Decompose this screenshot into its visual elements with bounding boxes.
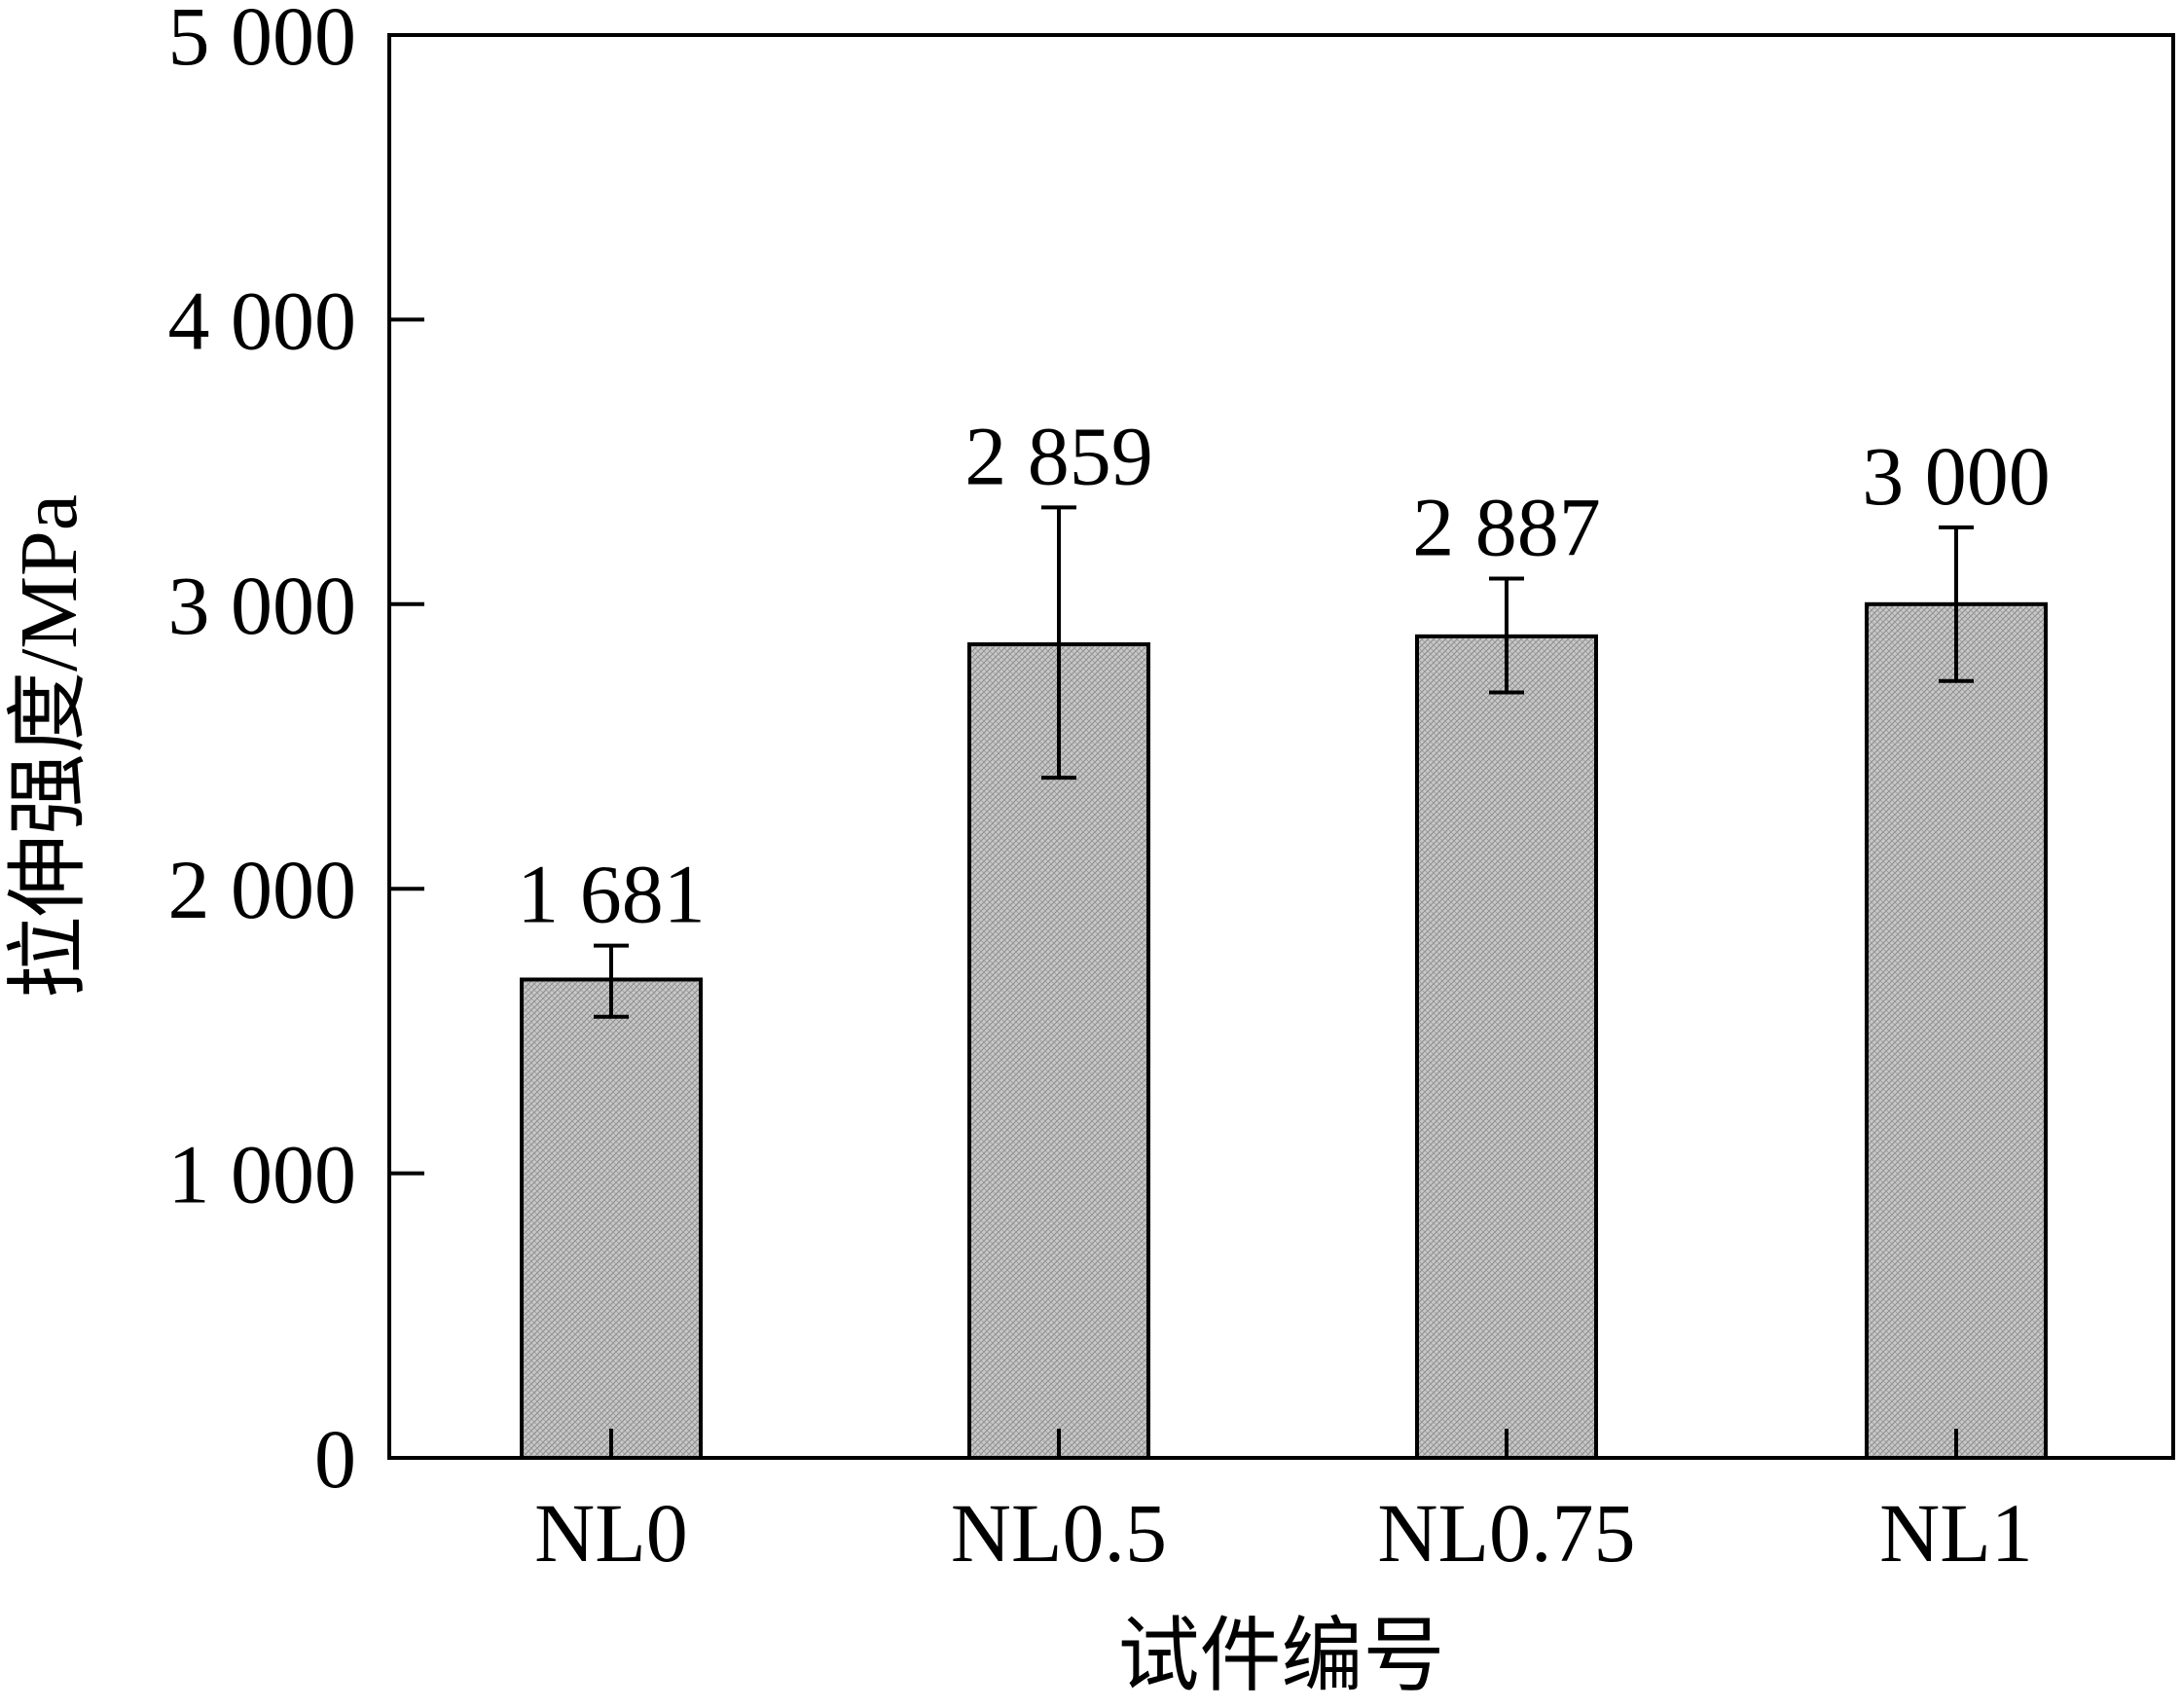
- y-tick-label: 3 000: [168, 559, 357, 652]
- y-axis-title: 拉伸强度/MPa: [4, 494, 94, 999]
- value-label: 3 000: [1862, 429, 2051, 523]
- error-bars-layer: [594, 505, 1974, 1019]
- value-labels: 1 681 2 859 2 887 3 000: [517, 409, 2051, 940]
- bar: [1865, 601, 2048, 1460]
- x-category-label: NL0: [534, 1486, 688, 1580]
- value-label: 1 681: [517, 848, 706, 941]
- x-axis-ticks: NL0 NL0.5 NL0.75 NL1: [534, 1429, 2033, 1580]
- y-tick-label: 5 000: [168, 0, 357, 83]
- bar: [520, 977, 703, 1460]
- y-axis-ticks: 0 1 000 2 000 3 000 4 000 5 000: [168, 0, 424, 1506]
- x-category-label: NL0.5: [951, 1486, 1167, 1580]
- x-axis-title: 试件编号: [1117, 1612, 1444, 1702]
- bar: [967, 642, 1150, 1460]
- y-tick-label: 4 000: [168, 273, 357, 367]
- plot-frame: [387, 33, 2175, 1460]
- value-label: 2 887: [1412, 480, 1601, 573]
- x-category-label: NL0.75: [1377, 1486, 1635, 1580]
- bars-layer: [520, 601, 2048, 1460]
- value-label: 2 859: [964, 409, 1153, 502]
- y-tick-label: 1 000: [168, 1128, 357, 1221]
- bar: [1415, 634, 1598, 1460]
- y-tick-label: 2 000: [168, 843, 357, 936]
- y-tick-label: 0: [314, 1412, 356, 1506]
- x-category-label: NL1: [1879, 1486, 2033, 1580]
